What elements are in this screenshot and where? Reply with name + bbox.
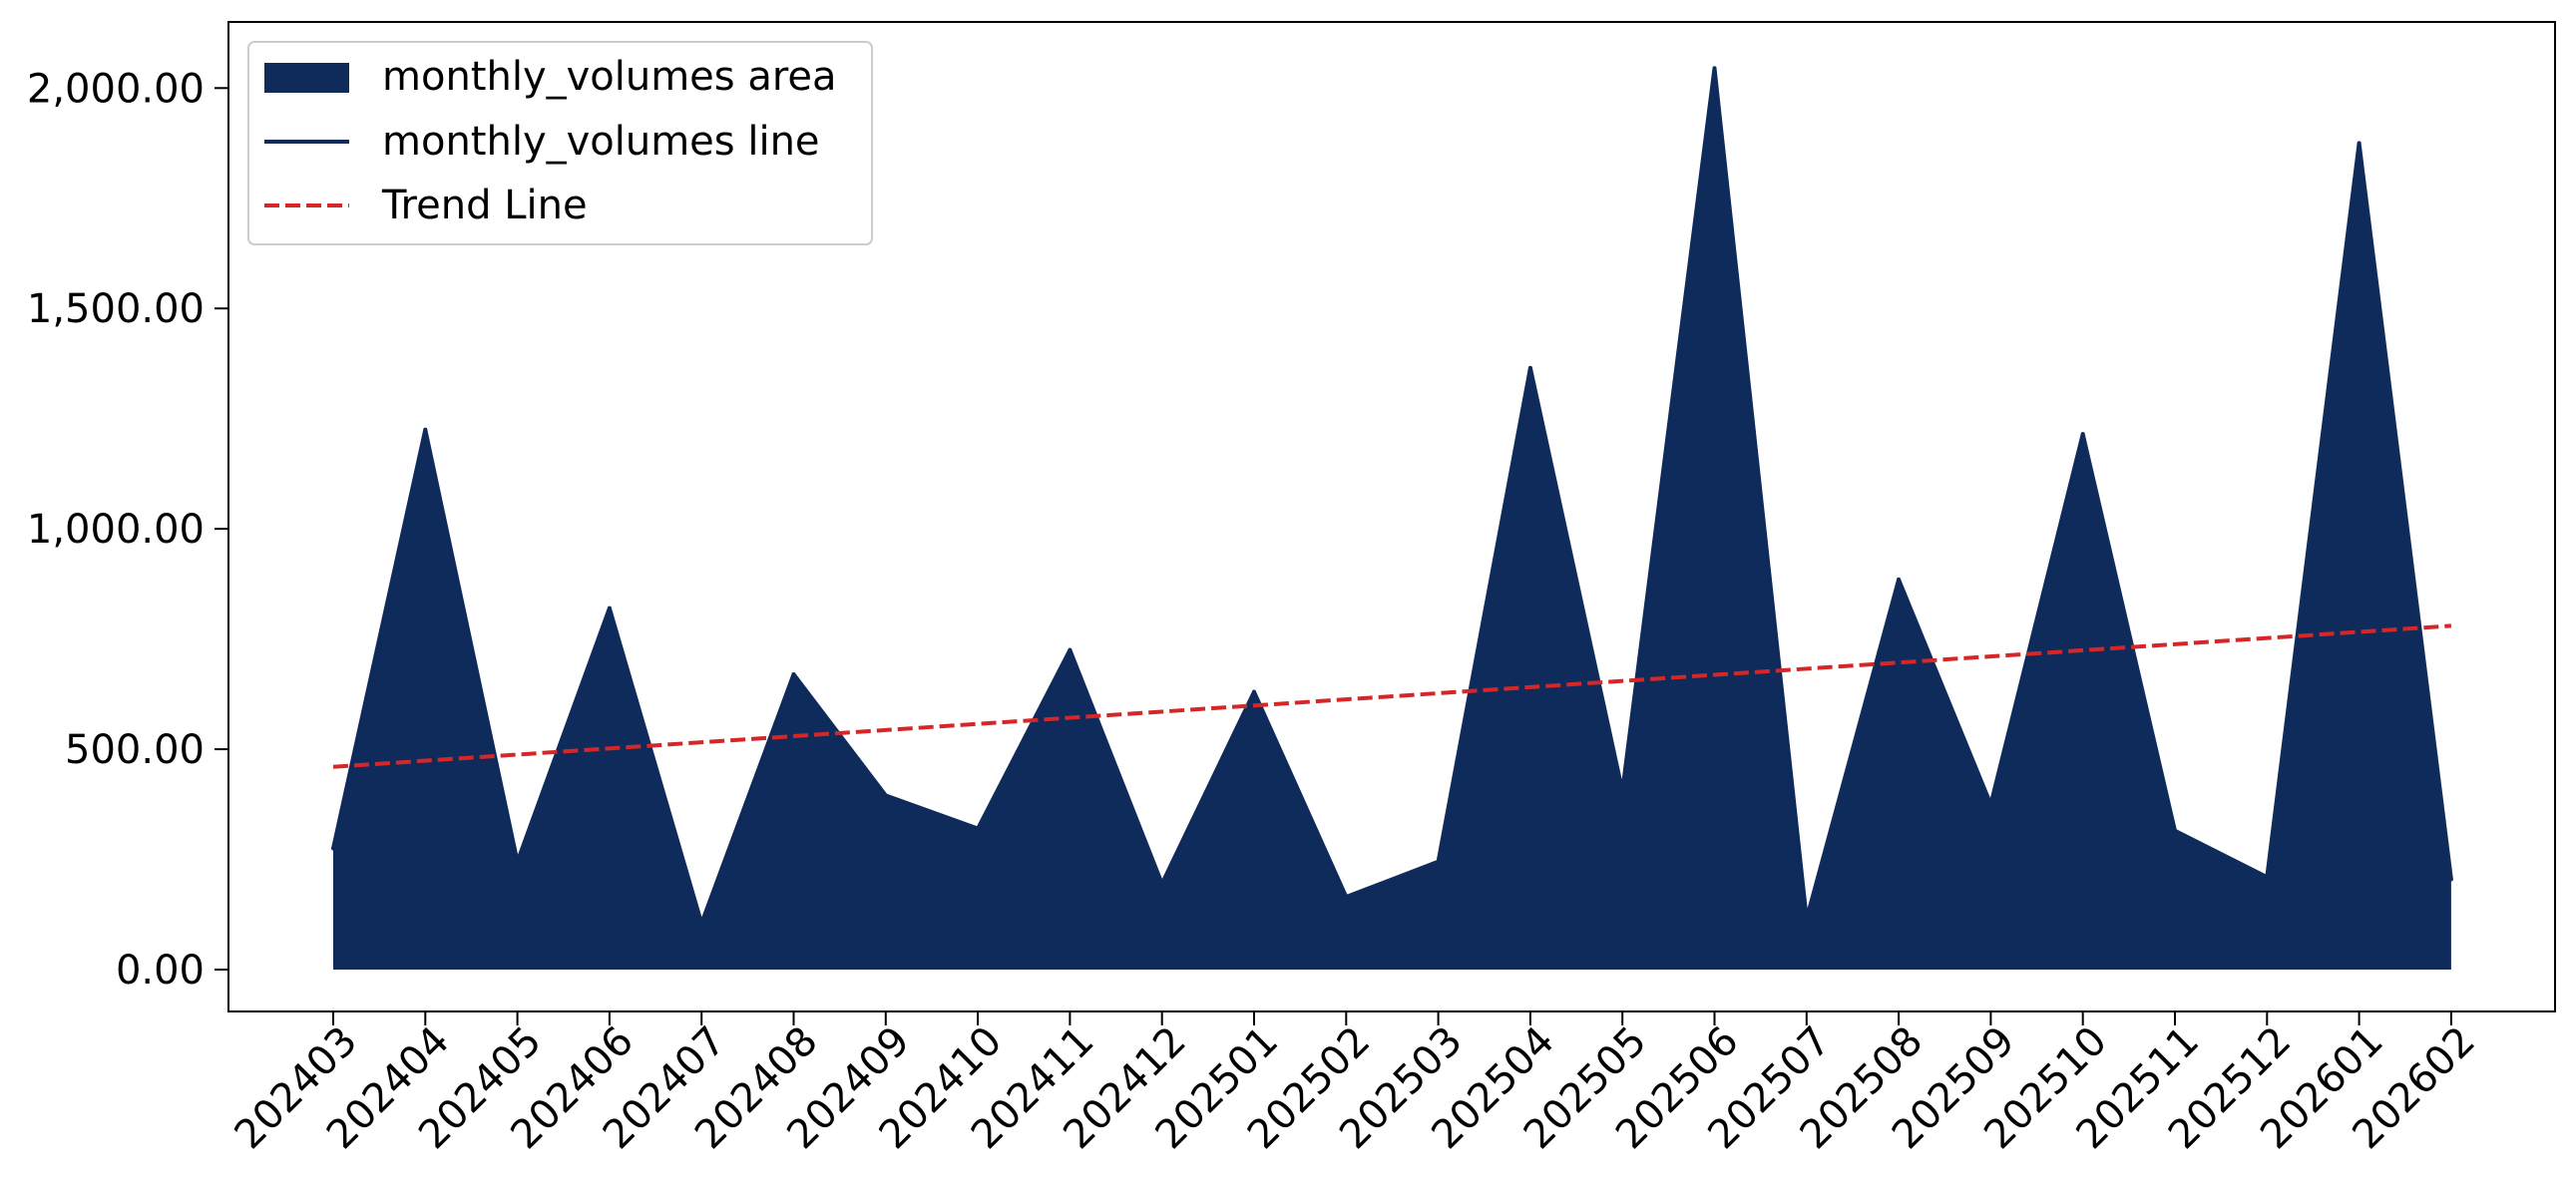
y-tick-label: 1,500.00 [27,286,205,332]
trend-line [332,623,2452,769]
legend-label-trend: Trend Line [381,183,588,228]
data-point-202404 [423,427,428,432]
plot-layer [331,66,2453,971]
data-point-202408 [791,671,796,676]
data-point-202501 [1252,689,1256,694]
plot-frame [227,21,2556,1012]
data-point-202403 [331,846,335,851]
series-line [331,66,2453,926]
data-point-202411 [1068,647,1073,652]
data-point-202511 [2173,828,2177,833]
data-point-202510 [2080,432,2085,437]
y-tick-label: 500.00 [65,727,205,773]
data-point-202409 [883,793,888,798]
data-point-202405 [515,859,520,864]
data-point-202505 [1620,789,1625,794]
data-point-202502 [1344,895,1349,900]
data-point-202512 [2265,875,2270,880]
data-point-202412 [1159,881,1164,886]
legend-label-area: monthly_volumes area [382,54,837,100]
data-point-202503 [1436,859,1441,864]
data-point-202504 [1527,365,1532,370]
data-point-202602 [2448,877,2453,882]
legend-label-line: monthly_volumes line [382,119,820,165]
data-point-202507 [1804,917,1809,922]
area-fill [333,68,2451,971]
data-point-202410 [976,826,981,831]
y-tick-label: 0.00 [116,948,205,994]
legend: monthly_volumes area monthly_volumes lin… [247,41,873,245]
y-tick-label: 2,000.00 [27,66,205,112]
data-point-202508 [1897,577,1902,582]
data-point-202407 [699,921,704,926]
legend-frame [247,41,873,245]
data-point-202509 [1988,802,1993,807]
legend-swatch-area [264,63,349,93]
data-point-202601 [2357,141,2361,146]
data-point-202406 [607,605,612,610]
y-tick-label: 1,000.00 [27,507,205,553]
data-point-202506 [1712,66,1717,71]
